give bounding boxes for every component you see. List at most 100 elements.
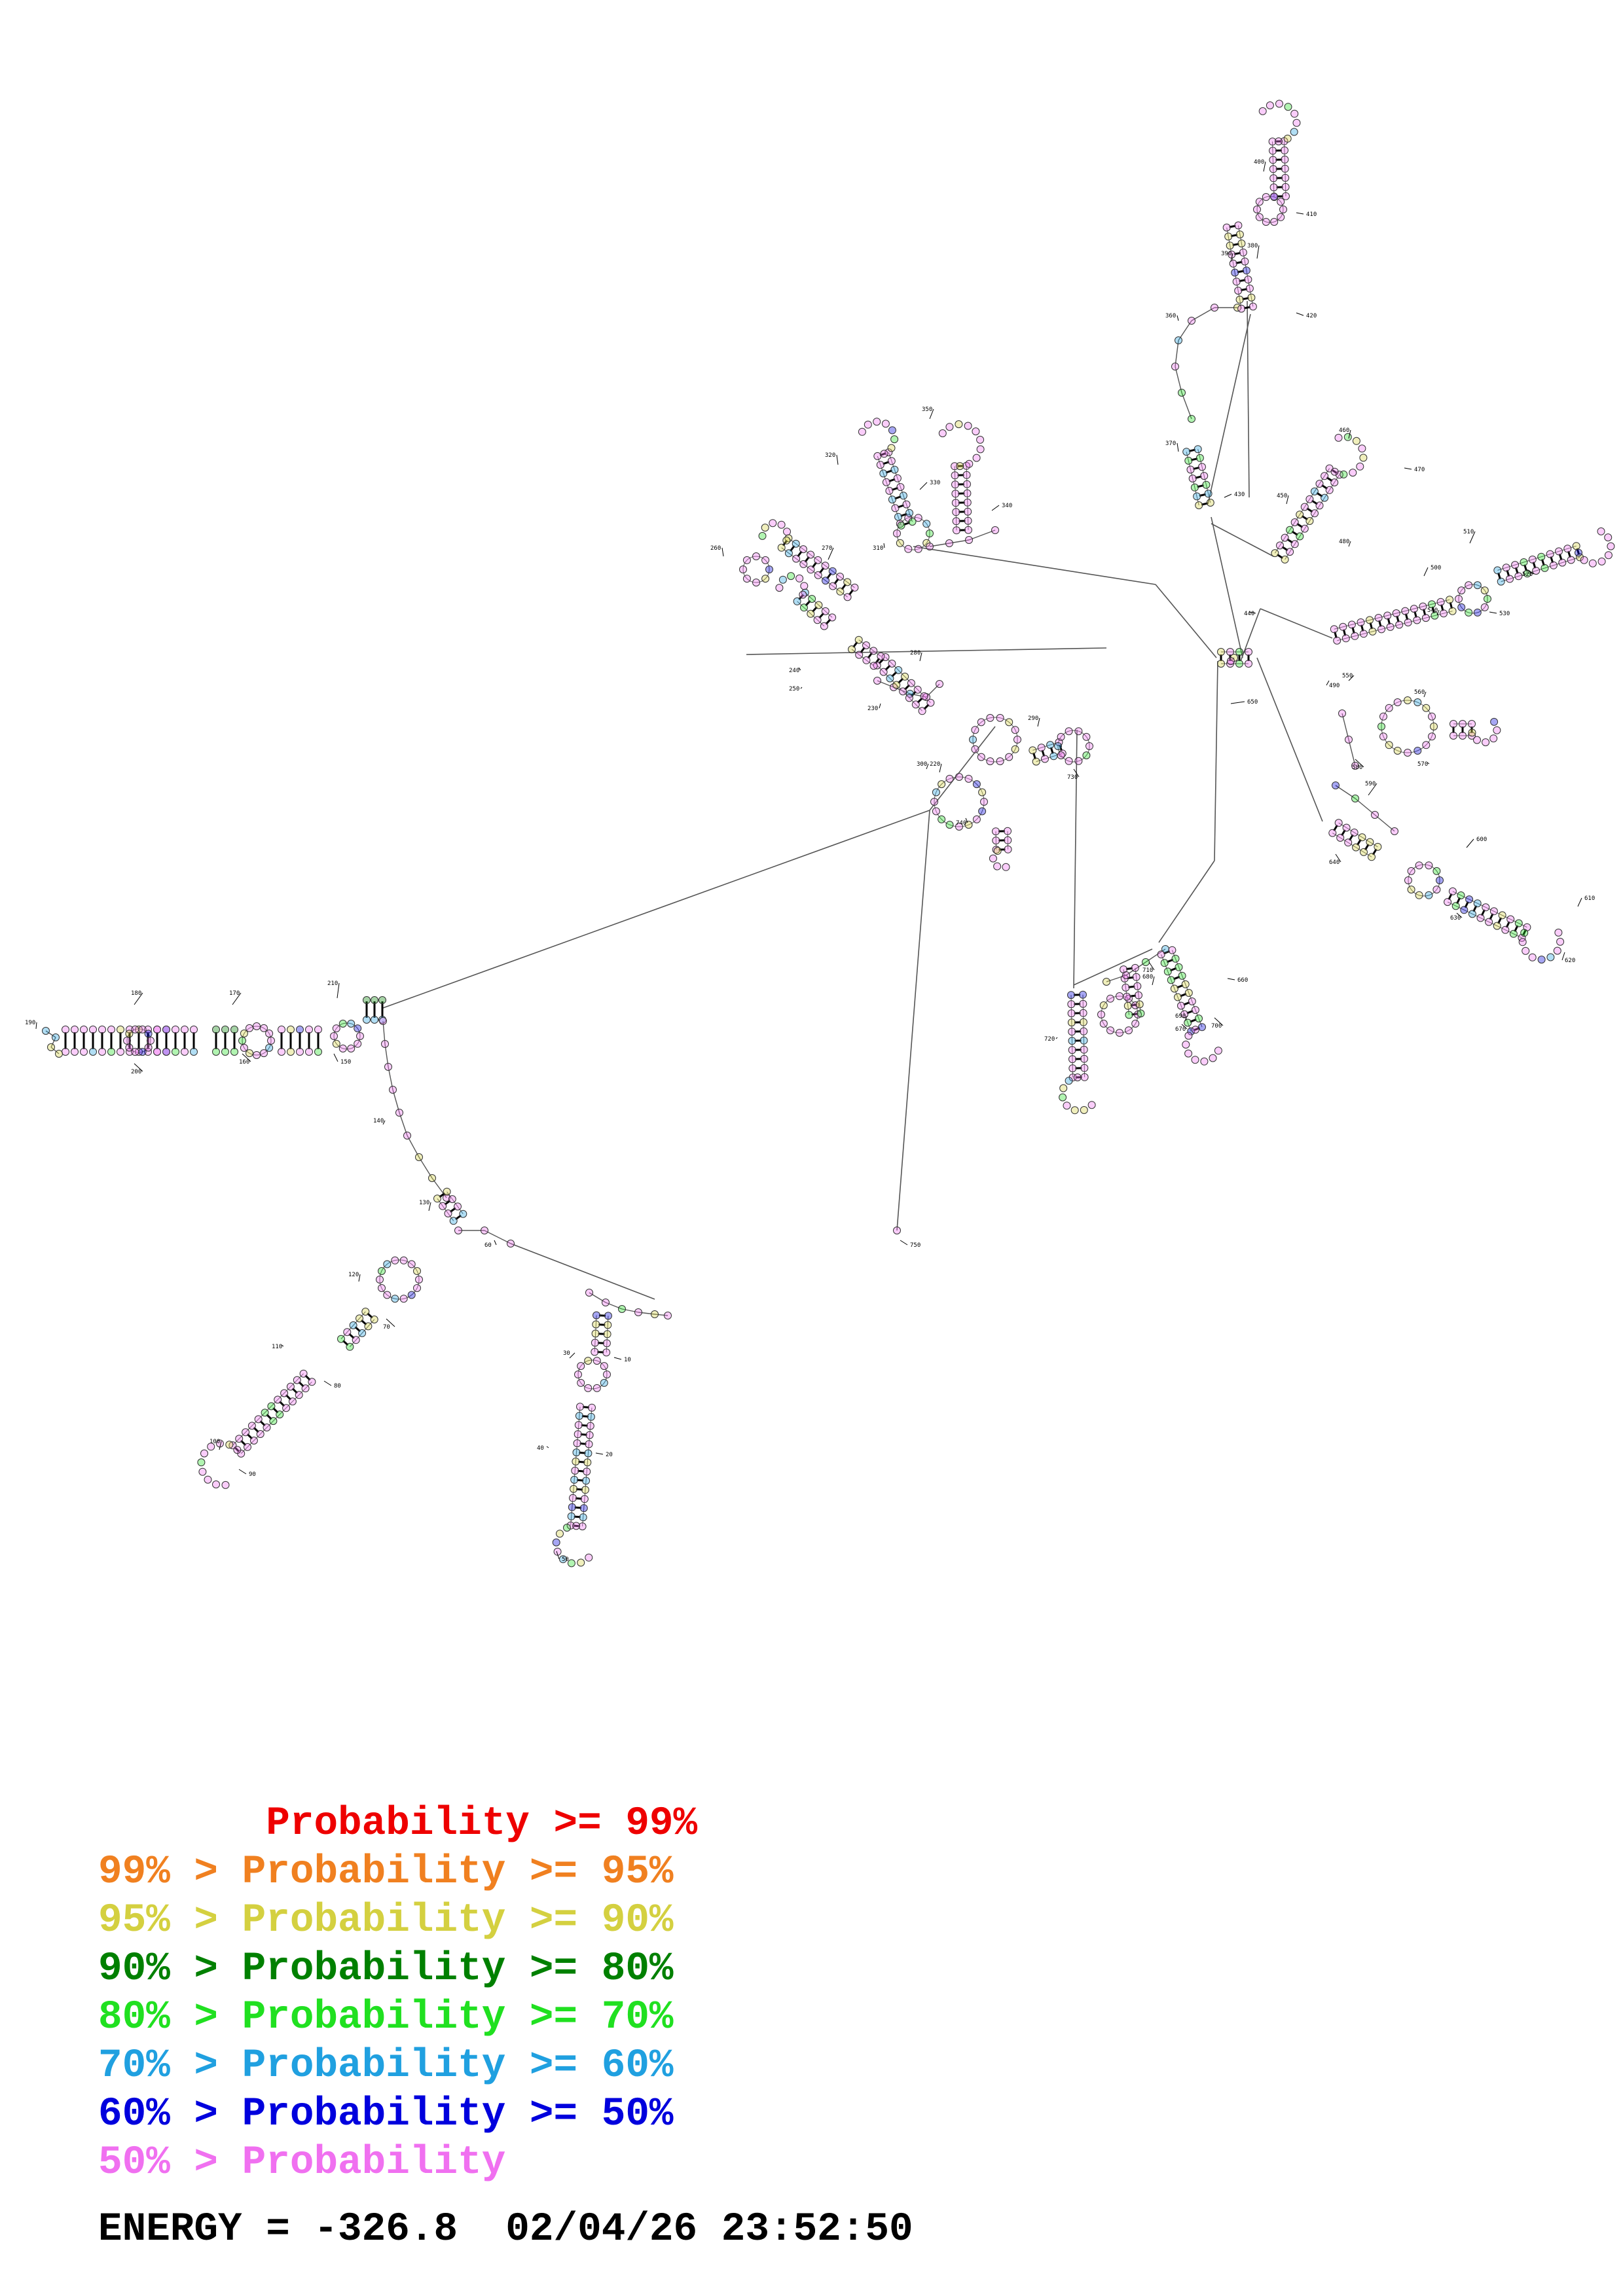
nucleotide bbox=[885, 486, 894, 495]
nucleotide bbox=[1511, 561, 1520, 569]
nucleotide bbox=[1311, 509, 1319, 518]
position-label-100: 100 bbox=[210, 1439, 220, 1445]
nucleotide bbox=[1421, 614, 1430, 622]
nucleotide bbox=[951, 480, 959, 489]
nucleotide bbox=[977, 753, 985, 761]
nucleotide bbox=[556, 1530, 564, 1538]
nucleotide bbox=[1436, 598, 1445, 606]
position-label-230: 230 bbox=[867, 706, 878, 712]
nucleotide bbox=[986, 757, 994, 766]
nucleotide bbox=[821, 607, 830, 615]
nucleotide bbox=[1450, 720, 1457, 728]
nucleotide bbox=[138, 1048, 147, 1056]
backbone-segment bbox=[50, 1037, 56, 1048]
nucleotide bbox=[884, 448, 893, 457]
nucleotide bbox=[1206, 499, 1214, 507]
nucleotide bbox=[888, 426, 896, 435]
nucleotide bbox=[1200, 1057, 1209, 1066]
position-label-leader bbox=[900, 1240, 908, 1246]
nucleotide bbox=[926, 698, 935, 707]
nucleotide bbox=[890, 435, 899, 444]
nucleotide bbox=[332, 1039, 340, 1048]
nucleotide bbox=[1277, 198, 1285, 206]
position-label-leader bbox=[382, 1120, 386, 1125]
strand-backbone bbox=[1275, 468, 1330, 554]
backbone-segment bbox=[382, 810, 930, 1009]
nucleotide bbox=[1177, 1001, 1185, 1010]
position-label-leader bbox=[1176, 442, 1179, 452]
nucleotide bbox=[886, 674, 894, 683]
nucleotide bbox=[1459, 732, 1467, 740]
position-label-540: 540 bbox=[1427, 607, 1438, 614]
nucleotide bbox=[1195, 454, 1204, 462]
position-label-280: 280 bbox=[910, 650, 921, 656]
nucleotide bbox=[787, 572, 795, 581]
position-label-leader bbox=[1296, 312, 1304, 316]
nucleotide bbox=[230, 1048, 238, 1056]
position-label-leader bbox=[428, 1202, 431, 1211]
nucleotide bbox=[1269, 174, 1278, 183]
nucleotide bbox=[1255, 213, 1264, 221]
nucleotide bbox=[1359, 454, 1368, 462]
nucleotide bbox=[439, 1202, 447, 1210]
nucleotide bbox=[972, 454, 981, 462]
nucleotide bbox=[888, 495, 896, 504]
position-label-leader bbox=[1184, 1015, 1188, 1022]
position-label-360: 360 bbox=[1165, 313, 1176, 319]
nucleotide bbox=[1386, 622, 1395, 631]
nucleotide bbox=[1037, 744, 1046, 752]
nucleotide bbox=[253, 1022, 261, 1030]
nucleotide bbox=[963, 498, 972, 507]
nucleotide bbox=[1054, 742, 1062, 750]
position-label-leader bbox=[1348, 429, 1351, 439]
nucleotide bbox=[1290, 128, 1298, 136]
position-label-leader bbox=[1152, 976, 1155, 986]
nucleotide bbox=[1350, 829, 1359, 836]
position-label-leader bbox=[1286, 495, 1289, 505]
nucleotide bbox=[1068, 1046, 1076, 1054]
position-label-leader bbox=[1073, 768, 1080, 778]
nucleotide bbox=[1262, 218, 1270, 226]
nucleotide bbox=[454, 1227, 462, 1234]
nucleotide bbox=[55, 1050, 63, 1058]
nucleotide bbox=[1253, 206, 1261, 213]
nucleotide bbox=[821, 562, 830, 570]
nucleotide bbox=[1321, 493, 1329, 502]
nucleotide bbox=[992, 827, 1000, 836]
position-label-leader bbox=[494, 1240, 497, 1246]
position-label-710: 710 bbox=[1142, 967, 1153, 974]
nucleotide bbox=[240, 1030, 248, 1037]
nucleotide bbox=[1506, 575, 1514, 583]
position-label-leader bbox=[1224, 493, 1232, 498]
nucleotide bbox=[893, 1227, 901, 1234]
nucleotide bbox=[651, 1310, 659, 1318]
position-label-580: 580 bbox=[1352, 764, 1362, 771]
nucleotide bbox=[1518, 938, 1527, 946]
nucleotide bbox=[138, 1025, 147, 1033]
strand-backbone bbox=[1171, 950, 1203, 1028]
nucleotide bbox=[1465, 895, 1474, 904]
position-label-730: 730 bbox=[1067, 774, 1078, 781]
nucleotide bbox=[338, 1045, 347, 1052]
position-label-leader bbox=[337, 982, 340, 999]
nucleotide bbox=[399, 1256, 408, 1265]
nucleotide bbox=[247, 1422, 256, 1430]
nucleotide bbox=[443, 1194, 450, 1202]
nucleotide bbox=[42, 1027, 50, 1035]
strand-backbone bbox=[582, 1407, 593, 1527]
position-label-leader bbox=[836, 454, 839, 465]
nucleotide bbox=[356, 1032, 364, 1040]
position-label-leader bbox=[333, 1053, 338, 1062]
position-label-30: 30 bbox=[563, 1350, 570, 1357]
backbone-segment bbox=[654, 1314, 668, 1316]
nucleotide bbox=[305, 1048, 313, 1056]
nucleotide bbox=[1270, 192, 1278, 201]
nucleotide bbox=[972, 780, 981, 789]
nucleotide bbox=[913, 685, 922, 694]
nucleotide bbox=[1125, 1011, 1133, 1019]
backbone-segment bbox=[968, 529, 996, 541]
nucleotide bbox=[1275, 99, 1283, 108]
nucleotide bbox=[1198, 463, 1206, 471]
nucleotide bbox=[742, 575, 751, 583]
nucleotide bbox=[1106, 1026, 1114, 1035]
